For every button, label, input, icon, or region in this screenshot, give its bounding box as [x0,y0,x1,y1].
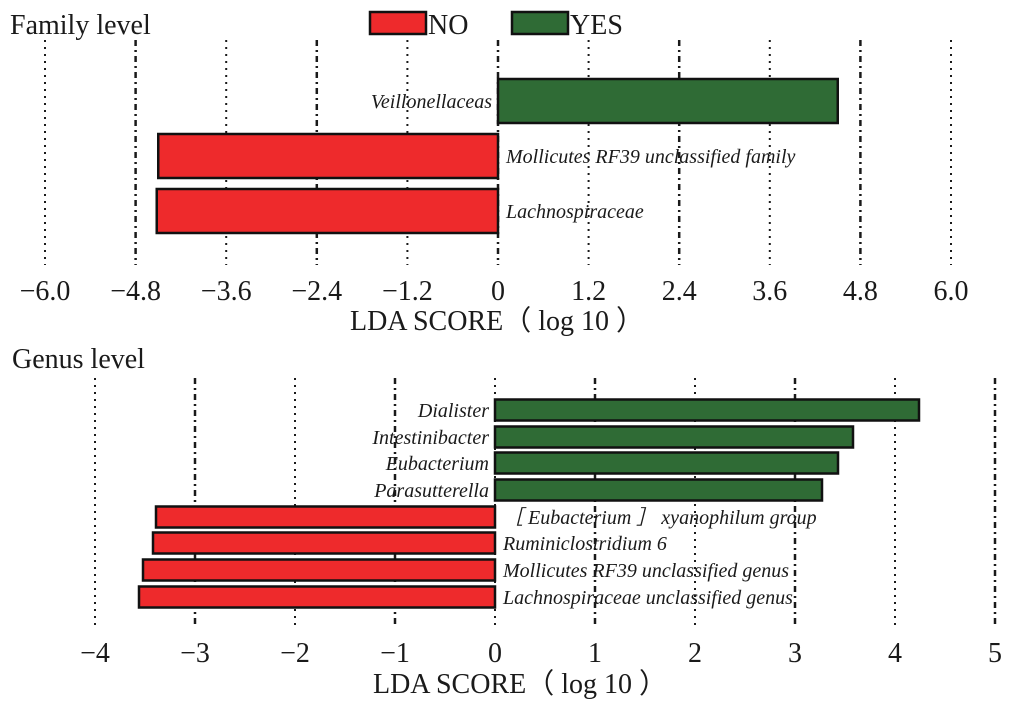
genus-bar [141,558,497,582]
genus-bar [151,531,497,555]
genus-bar [493,425,855,449]
legend-no-swatch [368,10,428,36]
legend-yes-label: YES [570,10,623,41]
genus-category-label: Intestinibacter [371,427,489,449]
genus-x-tick-label: 3 [788,638,802,669]
genus-category-label: Mollicutes RF39 unclassified genus [502,560,789,582]
legend: NO YES [368,10,623,41]
family-bar [157,132,500,180]
genus-bar [154,505,497,529]
genus-x-tick-label: 0 [488,638,502,669]
family-category-label: Mollicutes RF39 unclassified family [505,146,796,168]
family-x-tick-label: −2.4 [291,276,342,307]
family-x-tick-label: 6.0 [934,276,969,307]
family-x-tick-label: 1.2 [571,276,606,307]
genus-bar [493,478,824,502]
family-level-panel: Family level Veillonellaceas Mollicutes R… [10,10,969,337]
family-bar [155,187,500,235]
genus-x-tick-label: −4 [80,638,110,669]
family-x-tick-label: 0 [491,276,505,307]
genus-bar [493,398,921,422]
genus-x-axis-label: LDA SCORE（ log 10 ） [373,668,667,700]
genus-panel-title: Genus level [12,344,145,375]
family-x-tick-label: 4.8 [843,276,878,307]
family-bar [496,77,839,125]
genus-x-tick-label: −2 [280,638,310,669]
genus-category-label: ［ Eubacterium ］ xyanophilum group [503,507,817,529]
family-x-tick-label: −3.6 [201,276,252,307]
genus-bar [493,451,840,475]
genus-x-tick-label: 5 [988,638,1002,669]
family-x-tick-label: −1.2 [382,276,433,307]
legend-no-label: NO [428,10,468,41]
family-x-tick-label: 3.6 [752,276,787,307]
genus-x-tick-label: −1 [380,638,410,669]
genus-x-tick-label: −3 [180,638,210,669]
family-category-label: Veillonellaceas [371,91,492,113]
family-x-tick-label: 2.4 [662,276,697,307]
genus-category-label: Parasutterella [373,480,489,502]
family-category-label: Lachnospiraceae [505,201,644,223]
family-x-tick-label: −4.8 [110,276,161,307]
genus-x-tick-label: 2 [688,638,702,669]
genus-category-label: Ruminiclostridium 6 [502,533,667,555]
genus-bar [137,585,497,609]
genus-x-tick-label: 4 [888,638,902,669]
family-panel-title: Family level [10,10,151,41]
legend-yes-swatch [510,10,570,36]
genus-x-tick-label: 1 [588,638,602,669]
genus-level-panel: Genus level Dialister Intestinibacter Euba… [12,344,1002,700]
genus-category-label: Dialister [417,400,489,422]
genus-category-label: Lachnospiraceae unclassified genus [502,587,793,609]
genus-category-label: Eubacterium [385,453,489,475]
family-x-axis-label: LDA SCORE（ log 10 ） [350,305,644,337]
family-x-tick-label: −6.0 [20,276,71,307]
